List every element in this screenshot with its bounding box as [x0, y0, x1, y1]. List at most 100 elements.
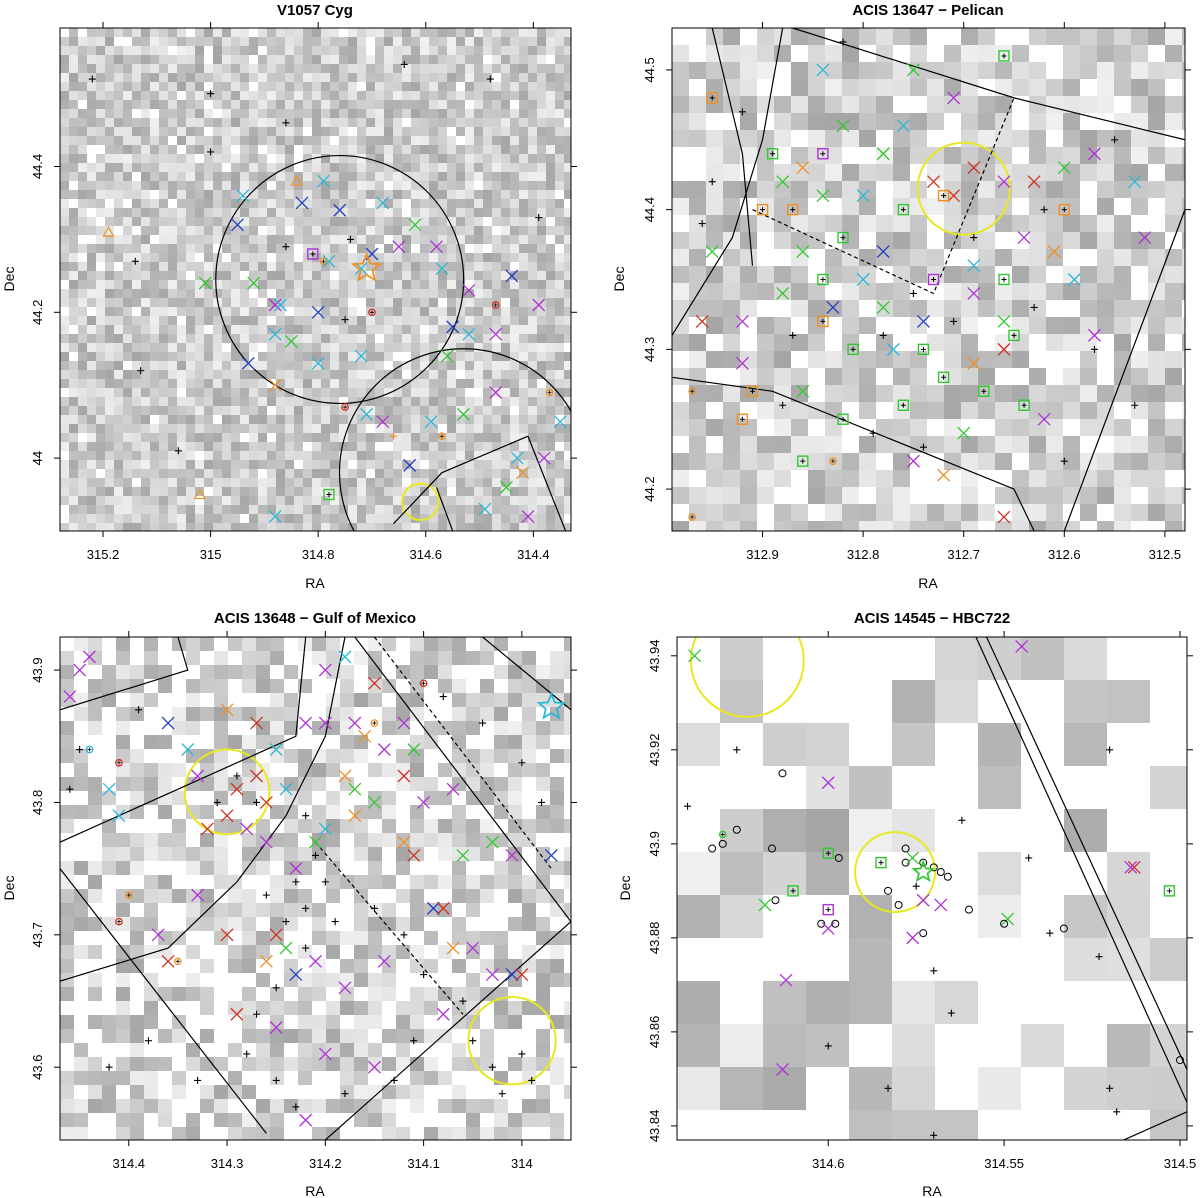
image-pixel: [348, 415, 357, 424]
image-pixel: [910, 368, 927, 385]
image-pixel: [1046, 181, 1063, 198]
image-pixel: [757, 470, 774, 487]
image-pixel: [510, 235, 519, 244]
image-pixel: [774, 147, 791, 164]
image-pixel: [240, 334, 249, 343]
image-pixel: [510, 253, 519, 262]
image-pixel: [294, 109, 303, 118]
image-pixel: [258, 136, 267, 145]
image-pixel: [69, 343, 78, 352]
image-pixel: [1148, 28, 1165, 45]
image-pixel: [339, 370, 348, 379]
image-pixel: [1114, 453, 1131, 470]
x-marker: [231, 218, 244, 232]
image-pixel: [195, 460, 204, 469]
image-pixel: [186, 693, 200, 707]
image-pixel: [501, 496, 510, 505]
image-pixel: [420, 199, 429, 208]
image-pixel: [150, 154, 159, 163]
image-pixel: [240, 388, 249, 397]
image-pixel: [87, 163, 96, 172]
image-pixel: [501, 424, 510, 433]
image-pixel: [483, 64, 492, 73]
image-pixel: [186, 217, 195, 226]
image-pixel: [402, 325, 411, 334]
image-pixel: [961, 249, 978, 266]
image-pixel: [132, 298, 141, 307]
image-pixel: [186, 253, 195, 262]
square-marker: [937, 371, 950, 384]
image-pixel: [312, 109, 321, 118]
square-marker: [706, 92, 718, 104]
image-pixel: [123, 334, 132, 343]
image-pixel: [672, 521, 689, 531]
image-pixel: [456, 406, 465, 415]
image-pixel: [501, 172, 510, 181]
image-pixel: [69, 181, 78, 190]
image-pixel: [876, 368, 893, 385]
image-pixel: [340, 763, 354, 777]
image-pixel: [294, 415, 303, 424]
image-pixel: [494, 735, 508, 749]
image-pixel: [1148, 368, 1165, 385]
image-pixel: [294, 82, 303, 91]
image-pixel: [330, 316, 339, 325]
image-pixel: [168, 73, 177, 82]
image-pixel: [510, 514, 519, 523]
image-pixel: [859, 368, 876, 385]
image-pixel: [402, 280, 411, 289]
image-pixel: [303, 505, 312, 514]
image-pixel: [123, 208, 132, 217]
image-pixel: [177, 496, 186, 505]
image-pixel: [420, 109, 429, 118]
image-pixel: [825, 266, 842, 283]
image-pixel: [123, 298, 132, 307]
image-pixel: [375, 442, 384, 451]
x-marker: [311, 305, 325, 319]
image-pixel: [168, 298, 177, 307]
image-pixel: [69, 505, 78, 514]
image-pixel: [375, 181, 384, 190]
plus-marker: [341, 316, 349, 324]
image-pixel: [195, 73, 204, 82]
image-pixel: [96, 163, 105, 172]
image-pixel: [69, 523, 78, 531]
image-pixel: [474, 82, 483, 91]
image-pixel: [200, 749, 214, 763]
x-marker: [360, 407, 374, 421]
image-pixel: [123, 487, 132, 496]
image-pixel: [438, 73, 447, 82]
image-pixel: [564, 109, 571, 118]
image-pixel: [1097, 215, 1114, 232]
image-pixel: [528, 379, 537, 388]
image-pixel: [168, 226, 177, 235]
image-pixel: [706, 79, 723, 96]
image-pixel: [204, 154, 213, 163]
image-pixel: [1029, 385, 1046, 402]
image-pixel: [438, 298, 447, 307]
image-pixel: [78, 505, 87, 514]
image-pixel: [808, 334, 825, 351]
image-pixel: [1148, 249, 1165, 266]
image-pixel: [519, 64, 528, 73]
image-pixel: [411, 172, 420, 181]
image-pixel: [1131, 300, 1148, 317]
image-pixel: [519, 298, 528, 307]
image-pixel: [150, 136, 159, 145]
image-pixel: [231, 199, 240, 208]
image-pixel: [141, 235, 150, 244]
image-pixel: [537, 388, 546, 397]
image-pixel: [204, 145, 213, 154]
image-pixel: [222, 307, 231, 316]
image-pixel: [231, 388, 240, 397]
image-pixel: [195, 496, 204, 505]
image-pixel: [393, 172, 402, 181]
image-pixel: [222, 37, 231, 46]
image-pixel: [114, 28, 123, 37]
image-pixel: [114, 55, 123, 64]
image-pixel: [393, 28, 402, 37]
image-pixel: [312, 334, 321, 343]
plus-marker: [708, 178, 716, 186]
image-pixel: [492, 37, 501, 46]
image-pixel: [859, 453, 876, 470]
